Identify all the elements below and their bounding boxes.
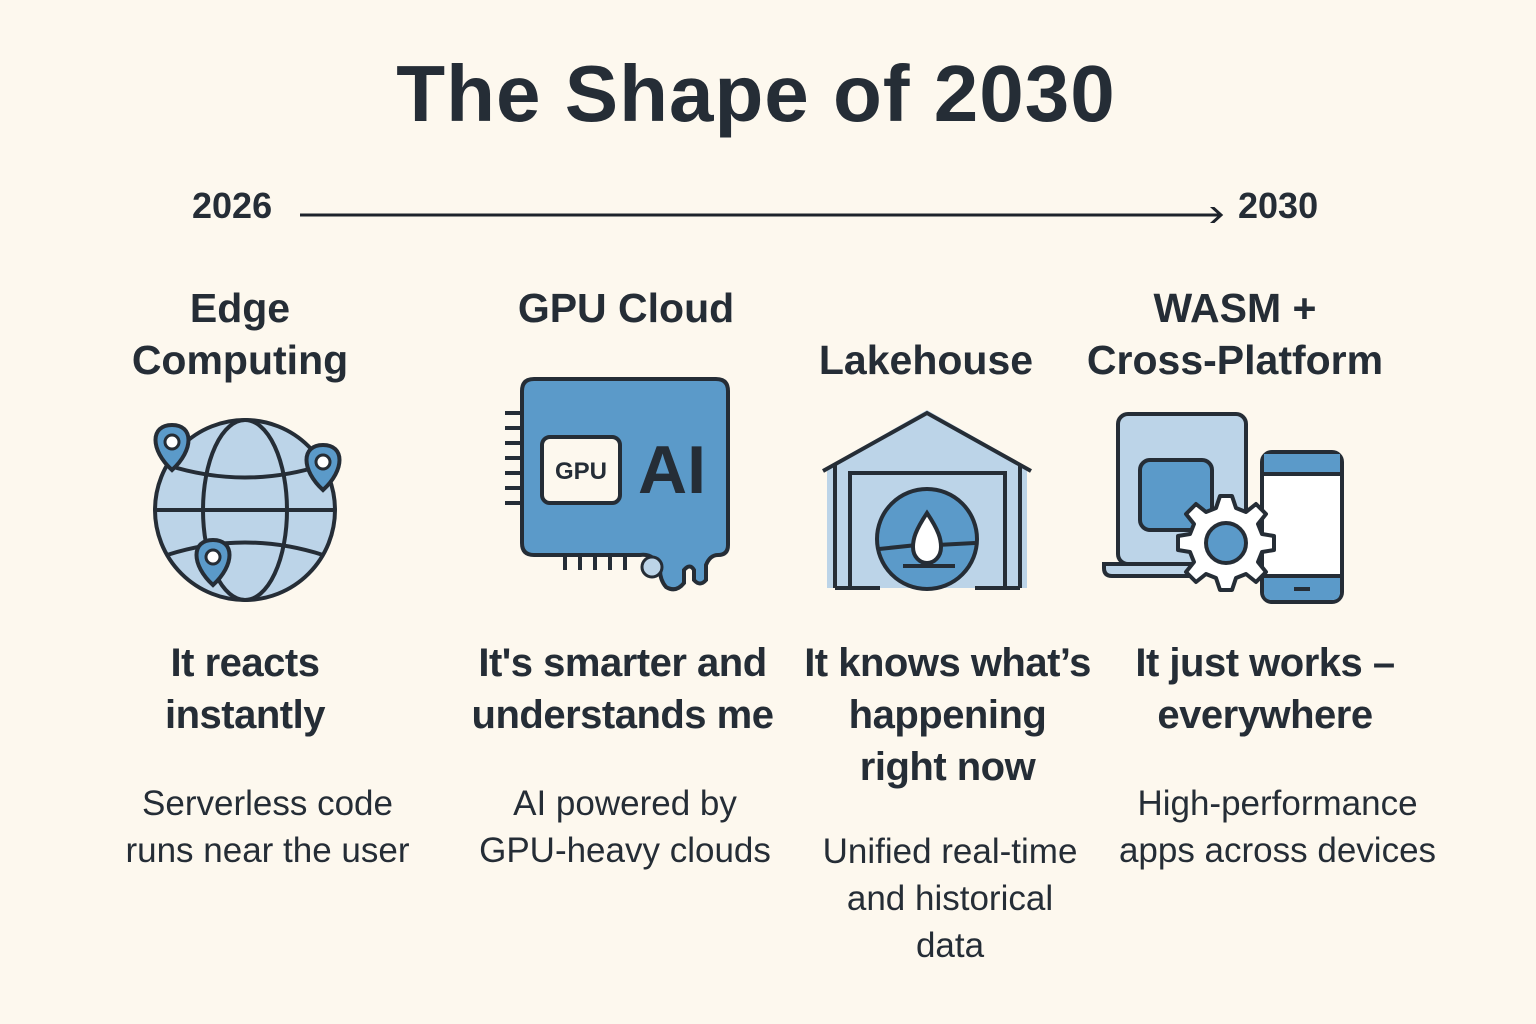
column-description: Serverless code runs near the user: [100, 780, 435, 874]
gpu-chip-icon: GPU AI: [505, 377, 730, 592]
column-heading: Lakehouse: [800, 334, 1052, 386]
column-heading: Edge Computing: [90, 282, 390, 386]
heading-line: Computing: [131, 337, 349, 383]
ai-chip-text: AI: [638, 432, 706, 508]
tagline-line: right now: [859, 745, 1036, 789]
column-description: Unified real-time and historical data: [800, 828, 1100, 969]
heading-line: Edge: [189, 285, 291, 331]
description-line: apps across devices: [1118, 831, 1437, 870]
tagline-line: everywhere: [1157, 693, 1373, 737]
description-line: data: [915, 926, 985, 965]
tagline-line: It's smarter and: [478, 641, 767, 685]
column-heading: GPU Cloud: [476, 282, 776, 334]
heading-line: GPU Cloud: [517, 285, 735, 331]
column-description: AI powered by GPU-heavy clouds: [455, 780, 795, 874]
description-line: Unified real-time: [822, 832, 1078, 871]
page-title: The Shape of 2030: [396, 49, 1116, 138]
globe-with-location-pins-icon: [153, 418, 342, 602]
column-tagline: It's smarter and understands me: [455, 637, 790, 741]
column-tagline: It knows what’s happening right now: [795, 637, 1100, 793]
description-line: High-performance: [1137, 784, 1418, 823]
column-tagline: It reacts instantly: [90, 637, 400, 741]
description-line: and historical: [846, 879, 1054, 918]
description-line: GPU-heavy clouds: [479, 831, 771, 870]
tagline-line: It knows what’s: [804, 641, 1091, 685]
gpu-chip-label: GPU: [555, 458, 607, 485]
heading-line: WASM +: [1153, 285, 1317, 331]
column-tagline: It just works – everywhere: [1100, 637, 1430, 741]
timeline: 2026 2030: [0, 185, 1536, 235]
lakehouse-warehouse-drop-icon: [822, 410, 1032, 591]
heading-line: Lakehouse: [818, 337, 1034, 383]
description-line: runs near the user: [125, 831, 410, 870]
description-line: Serverless code: [142, 784, 393, 823]
timeline-end-year: 2030: [1238, 185, 1319, 226]
tagline-line: understands me: [471, 693, 774, 737]
tagline-line: It reacts: [170, 641, 320, 685]
description-line: AI powered by: [513, 784, 737, 823]
column-description: High-performance apps across devices: [1095, 780, 1460, 874]
heading-line: Cross-Platform: [1086, 337, 1384, 383]
timeline-arrow-icon: [300, 207, 1224, 223]
column-heading: WASM + Cross-Platform: [1070, 282, 1400, 386]
timeline-start-year: 2026: [192, 185, 273, 226]
tagline-line: happening: [848, 693, 1047, 737]
tagline-line: instantly: [165, 693, 325, 737]
tagline-line: It just works –: [1135, 641, 1395, 685]
laptop-phone-gear-icon: [1102, 412, 1344, 604]
